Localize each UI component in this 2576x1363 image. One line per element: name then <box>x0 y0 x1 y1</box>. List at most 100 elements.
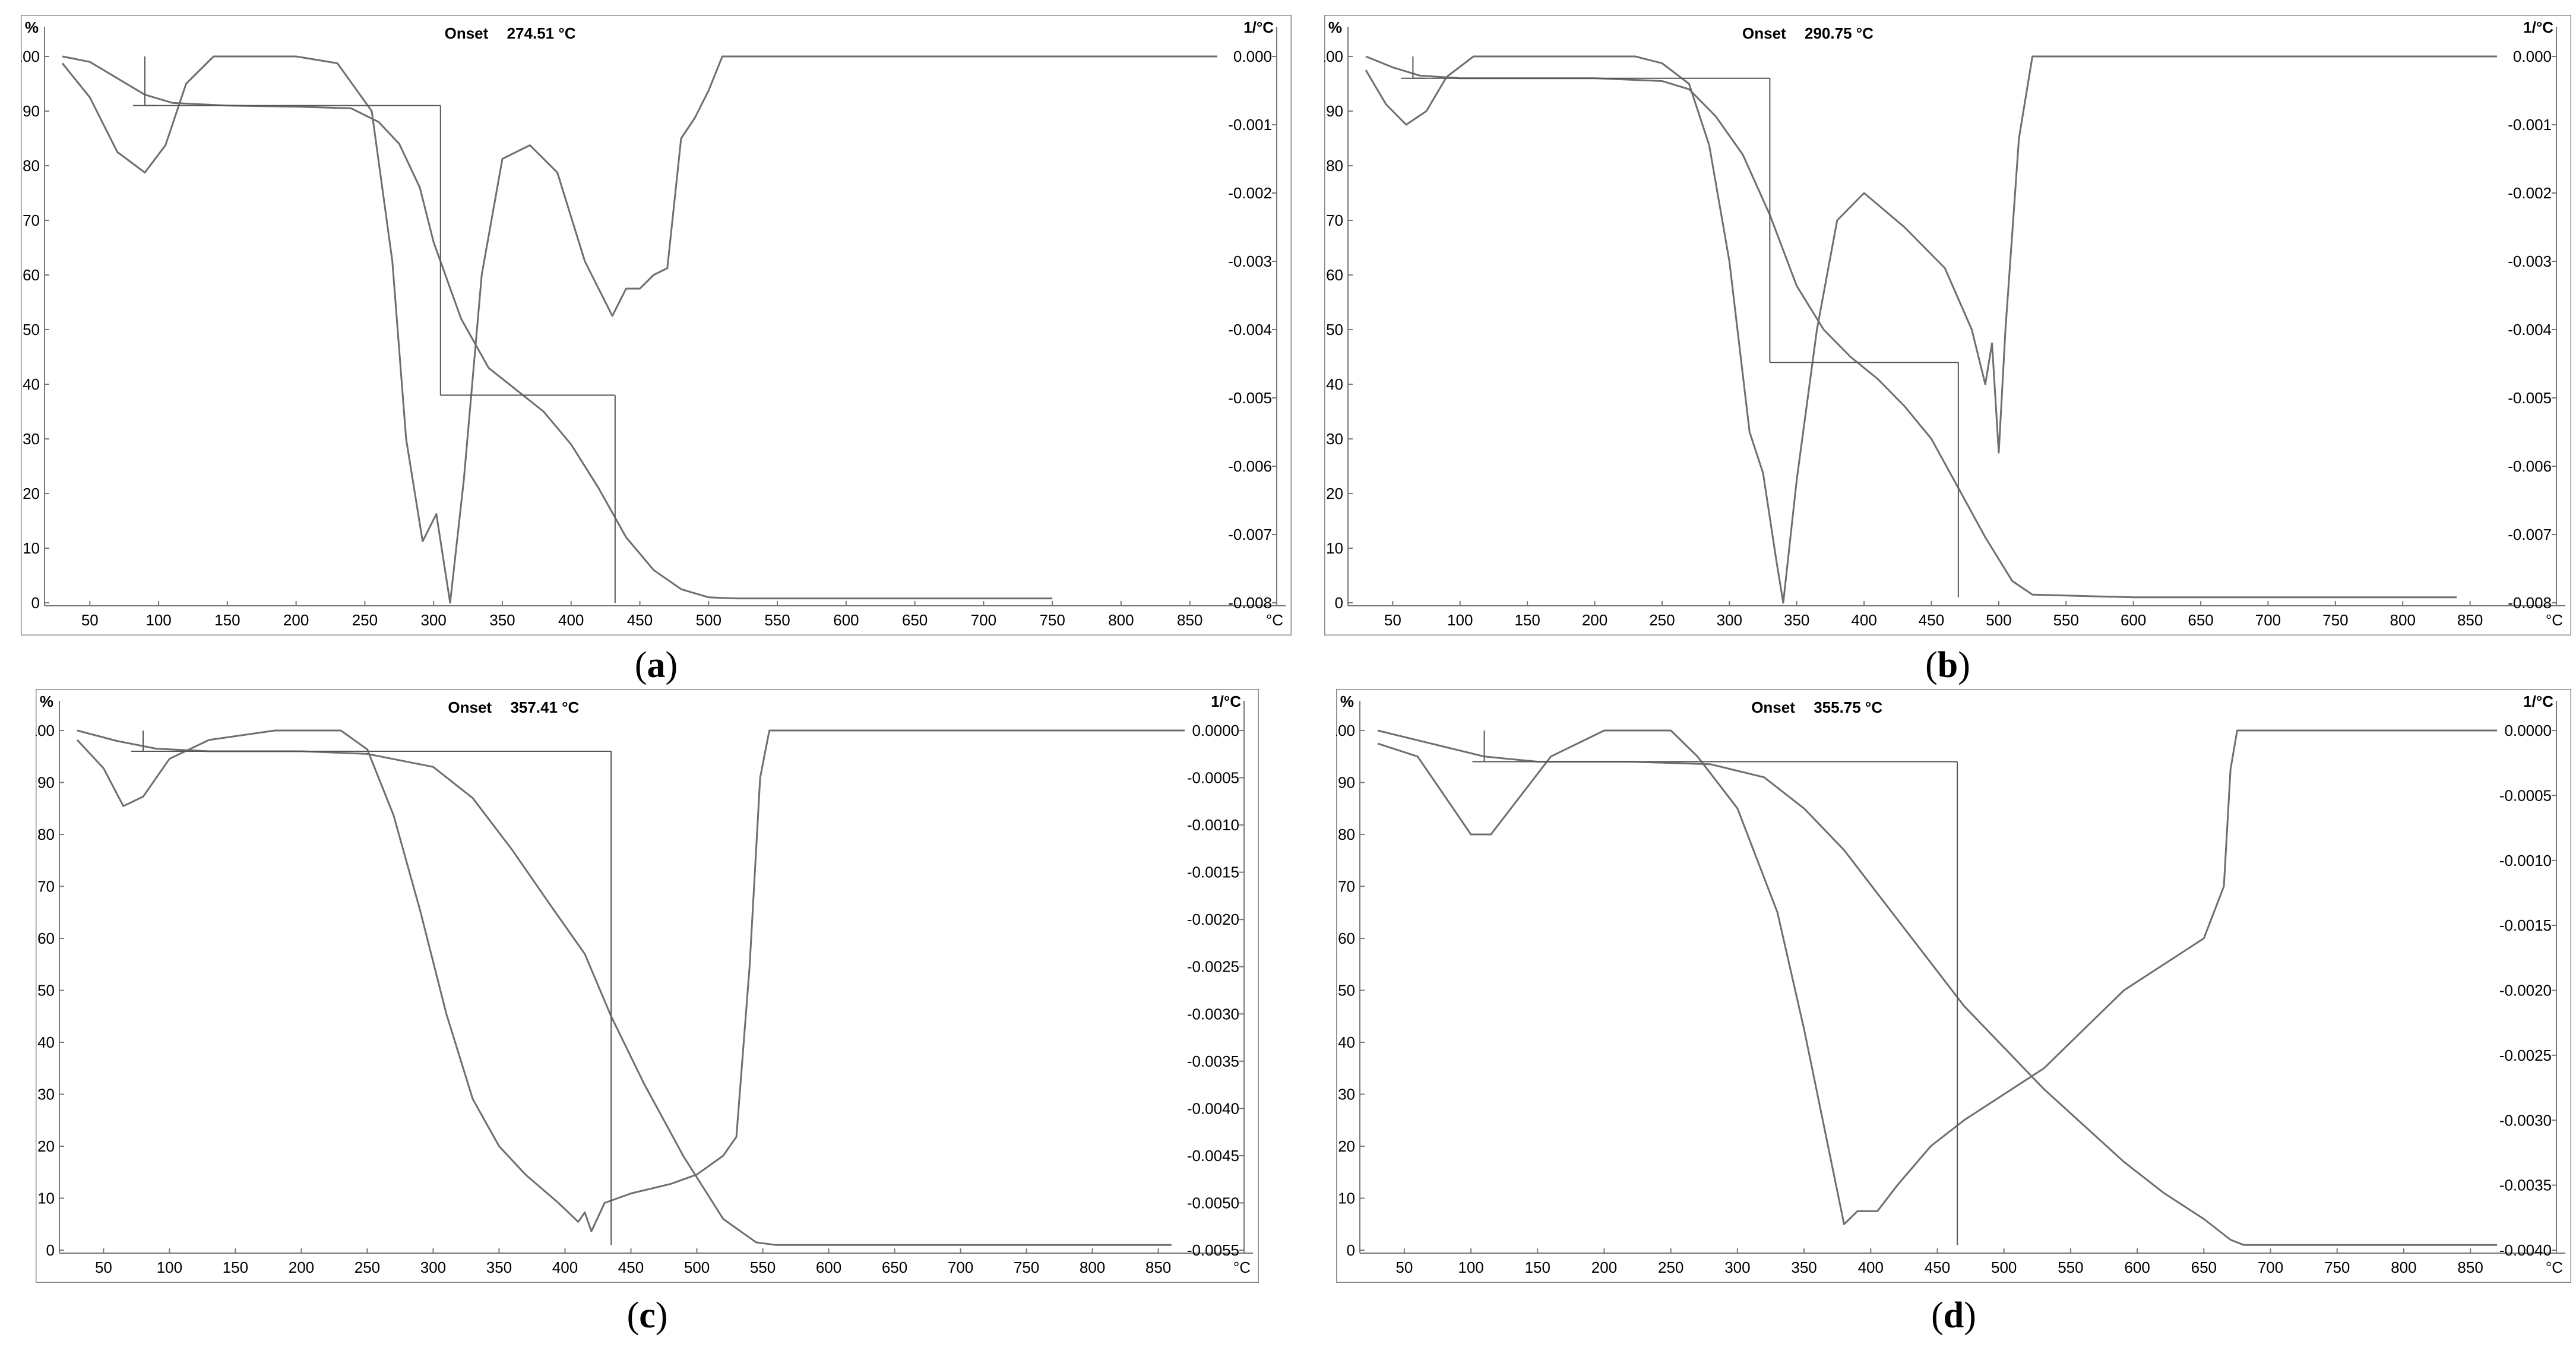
x-tick-label: 800 <box>2390 611 2416 629</box>
left-tick-label: 80 <box>1326 157 1343 175</box>
x-tick-label: 300 <box>420 1258 446 1276</box>
chart-panel-a: %1/°C10090807060504030201000.000-0.001-0… <box>21 15 1292 635</box>
x-tick-label: 800 <box>1080 1258 1105 1276</box>
right-tick-label: -0.008 <box>2508 594 2552 612</box>
right-tick-label: -0.001 <box>1228 116 1272 134</box>
chart-panel-c: %1/°C10090807060504030201000.0000-0.0005… <box>36 689 1259 1283</box>
right-tick-label: -0.0015 <box>1187 864 1239 881</box>
left-tick-label: 90 <box>23 102 40 120</box>
left-tick-label: 90 <box>1326 102 1343 120</box>
onset-label: Onset <box>448 698 492 716</box>
x-tick-label: 350 <box>1784 611 1809 629</box>
left-tick-label: 40 <box>1326 375 1343 393</box>
x-tick-label: 850 <box>2457 1258 2483 1276</box>
chart-panel-b: %1/°C10090807060504030201000.000-0.001-0… <box>1324 15 2571 635</box>
left-axis-unit: % <box>1328 18 1342 36</box>
right-tick-label: -0.0015 <box>2499 916 2552 934</box>
panel-caption-d: (d) <box>1931 1295 1976 1336</box>
onset-value: 357.41 °C <box>510 698 579 716</box>
right-axis-unit: 1/°C <box>2523 18 2553 36</box>
right-tick-label: -0.0020 <box>1187 910 1239 928</box>
x-tick-label: 450 <box>1925 1258 1950 1276</box>
left-tick-label: 20 <box>23 485 40 502</box>
right-tick-label: -0.0010 <box>2499 852 2552 869</box>
derivative-curve <box>1377 729 2497 1225</box>
x-tick-label: 150 <box>1525 1258 1550 1276</box>
left-tick-label: 90 <box>1338 774 1355 792</box>
x-tick-label: 850 <box>2457 611 2483 629</box>
onset-value: 290.75 °C <box>1805 24 1874 42</box>
left-tick-label: 70 <box>37 878 55 896</box>
caption-letter: a <box>647 645 666 685</box>
derivative-curve <box>1365 55 2497 604</box>
x-tick-label: 750 <box>2324 1258 2350 1276</box>
right-tick-label: -0.0005 <box>1187 769 1239 787</box>
x-tick-label: 800 <box>2391 1258 2416 1276</box>
left-tick-label: 20 <box>37 1137 55 1155</box>
x-axis-unit: °C <box>1233 1258 1251 1276</box>
onset-value: 355.75 °C <box>1814 698 1882 716</box>
right-tick-label: -0.001 <box>2508 116 2552 134</box>
left-tick-label: 20 <box>1338 1137 1355 1155</box>
x-tick-label: 250 <box>1649 611 1675 629</box>
x-axis-unit: °C <box>1266 611 1283 629</box>
x-tick-label: 100 <box>1447 611 1473 629</box>
derivative-curve <box>76 729 1185 1232</box>
chart-svg-c: %1/°C10090807060504030201000.0000-0.0005… <box>36 689 1259 1283</box>
right-tick-label: -0.003 <box>1228 252 1272 270</box>
left-tick-label: 30 <box>1338 1086 1355 1103</box>
left-tick-label: 0 <box>46 1241 55 1259</box>
left-tick-label: 60 <box>37 929 55 947</box>
x-tick-label: 200 <box>1591 1258 1617 1276</box>
x-tick-label: 700 <box>2258 1258 2283 1276</box>
right-tick-label: 0.0000 <box>2504 722 2552 739</box>
left-tick-label: 0 <box>1335 594 1343 612</box>
left-tick-label: 60 <box>23 266 40 284</box>
x-tick-label: 350 <box>489 611 515 629</box>
right-tick-label: -0.0040 <box>1187 1099 1239 1117</box>
left-tick-label: 70 <box>1326 211 1343 229</box>
left-tick-label: 10 <box>37 1190 55 1207</box>
left-tick-label: 10 <box>1338 1190 1355 1207</box>
left-tick-label: 70 <box>1338 878 1355 896</box>
x-tick-label: 500 <box>1991 1258 2017 1276</box>
left-tick-label: 80 <box>1338 826 1355 843</box>
onset-label: Onset <box>1751 698 1795 716</box>
chart-frame <box>21 15 1292 635</box>
chart-frame <box>36 689 1259 1283</box>
x-tick-label: 50 <box>1384 611 1401 629</box>
left-tick-label: 30 <box>23 430 40 448</box>
x-tick-label: 750 <box>1039 611 1065 629</box>
left-tick-label: 60 <box>1338 929 1355 947</box>
right-tick-label: -0.005 <box>2508 389 2552 407</box>
x-tick-label: 550 <box>764 611 790 629</box>
left-tick-label: 100 <box>36 722 55 739</box>
x-tick-label: 50 <box>81 611 99 629</box>
mass-curve <box>77 729 1172 1246</box>
left-tick-label: 0 <box>31 594 40 612</box>
panel-caption-b: (b) <box>1925 645 1970 685</box>
x-tick-label: 450 <box>627 611 653 629</box>
x-tick-label: 650 <box>882 1258 907 1276</box>
right-tick-label: -0.004 <box>2508 321 2552 339</box>
x-tick-label: 600 <box>833 611 859 629</box>
x-tick-label: 400 <box>552 1258 578 1276</box>
chart-svg-a: %1/°C10090807060504030201000.000-0.001-0… <box>21 15 1292 635</box>
x-tick-label: 350 <box>1791 1258 1817 1276</box>
x-tick-label: 200 <box>283 611 309 629</box>
x-tick-label: 700 <box>971 611 996 629</box>
right-tick-label: -0.0035 <box>1187 1052 1239 1070</box>
x-tick-label: 100 <box>1458 1258 1483 1276</box>
x-tick-label: 550 <box>2058 1258 2083 1276</box>
x-tick-label: 250 <box>355 1258 380 1276</box>
x-tick-label: 400 <box>1851 611 1876 629</box>
x-tick-label: 800 <box>1108 611 1134 629</box>
x-tick-label: 400 <box>1858 1258 1884 1276</box>
left-tick-label: 100 <box>1324 48 1343 65</box>
right-tick-label: 0.000 <box>1233 48 1272 65</box>
left-tick-label: 20 <box>1326 485 1343 502</box>
left-tick-label: 0 <box>1347 1241 1355 1259</box>
right-tick-label: -0.003 <box>2508 252 2552 270</box>
x-tick-label: 600 <box>2121 611 2146 629</box>
left-tick-label: 100 <box>1336 722 1355 739</box>
